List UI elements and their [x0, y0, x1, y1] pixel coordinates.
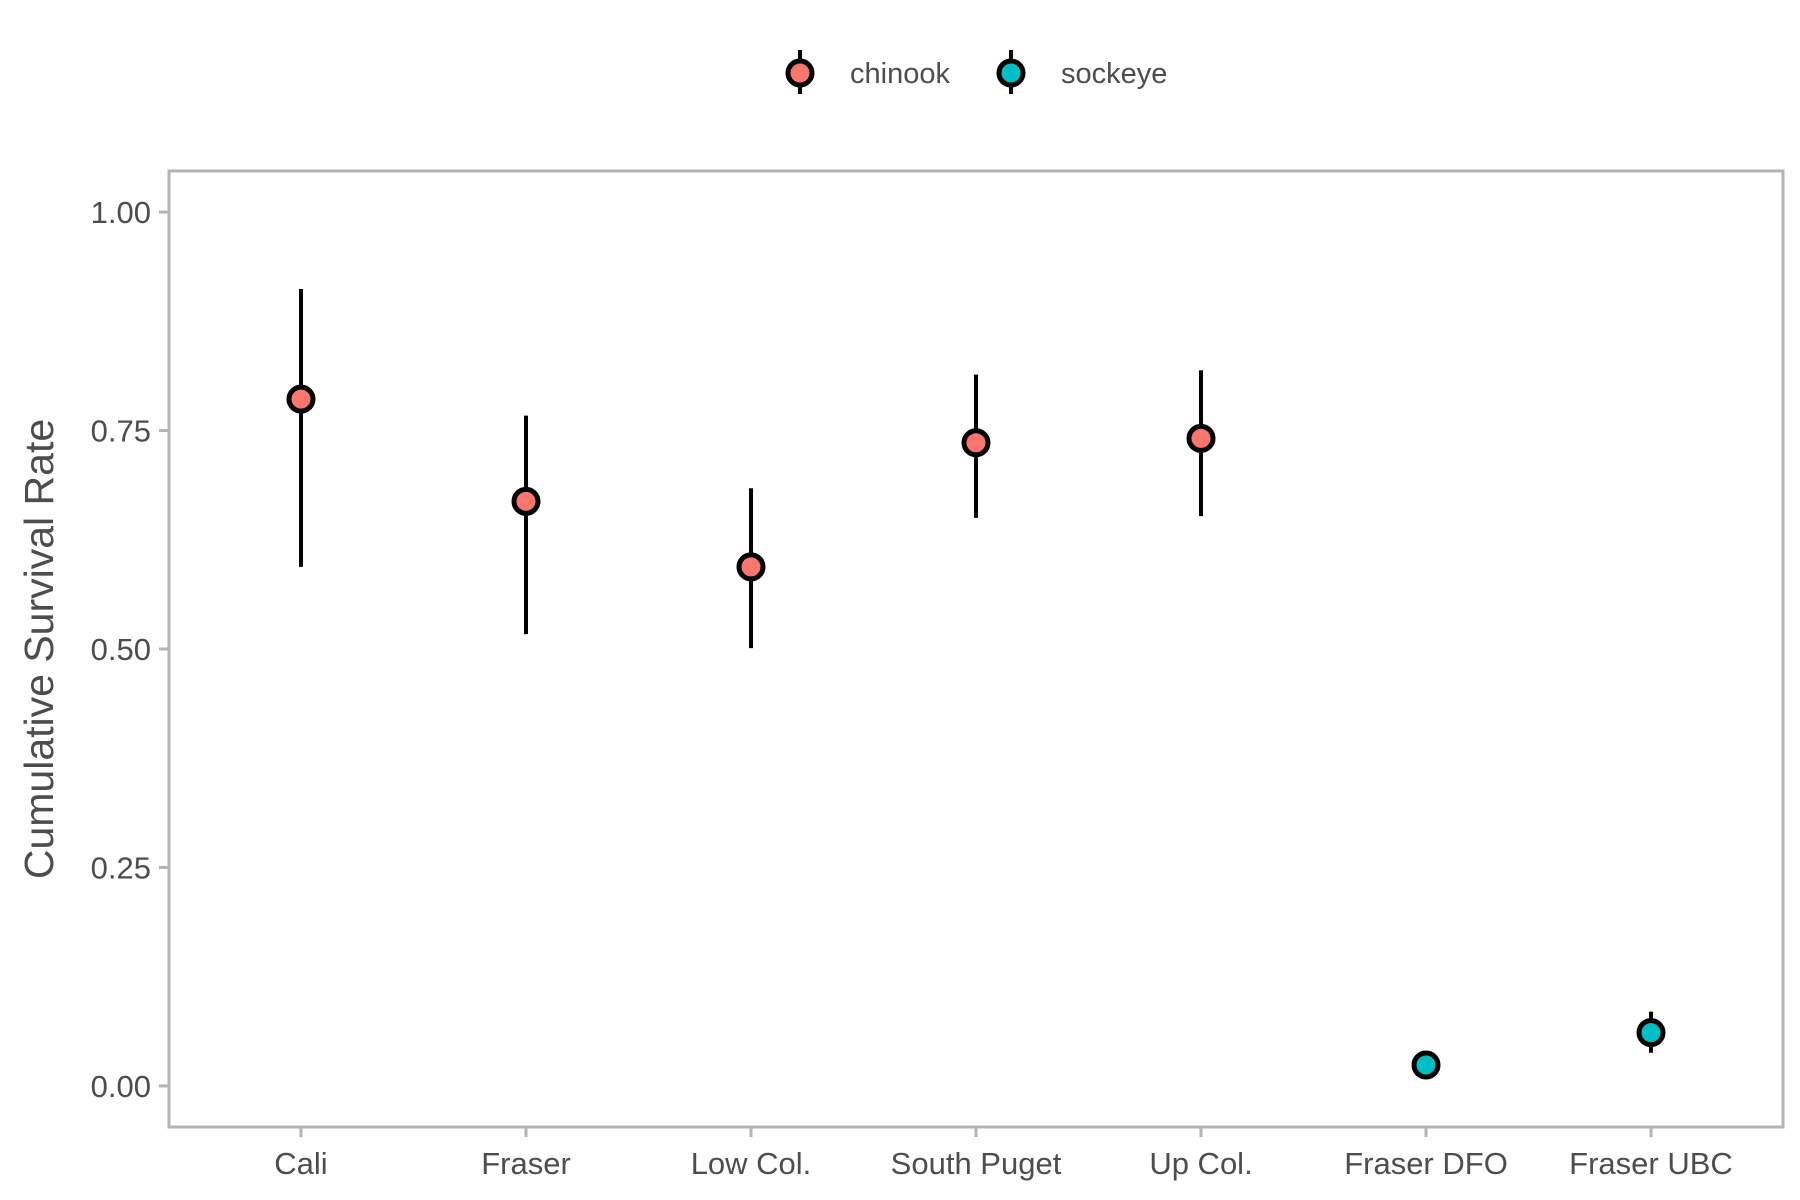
y-tick-label-1-00: 1.00	[91, 195, 151, 230]
point-sockeye-fraser-ubc	[1636, 1018, 1666, 1048]
legend: chinook sockeye	[785, 50, 1167, 94]
legend-label-sockeye: sockeye	[1061, 58, 1167, 90]
y-axis-title: Cumulative Survival Rate	[16, 419, 62, 879]
point-chinook-up-col	[1186, 423, 1216, 453]
x-tick-label-fraser: Fraser	[481, 1146, 571, 1181]
y-axis: 0.00 0.25 0.50 0.75 1.00	[91, 195, 169, 1104]
legend-item-chinook: chinook	[785, 50, 950, 94]
point-sockeye-fraser-dfo	[1411, 1050, 1441, 1080]
x-tick-label-south-puget: South Puget	[891, 1146, 1062, 1181]
x-tick-label-low-col: Low Col.	[691, 1146, 812, 1181]
legend-item-sockeye: sockeye	[996, 50, 1167, 94]
x-tick-label-fraser-dfo: Fraser DFO	[1344, 1146, 1508, 1181]
x-tick-label-fraser-ubc: Fraser UBC	[1569, 1146, 1733, 1181]
legend-label-chinook: chinook	[850, 58, 950, 90]
plot-panel-border	[167, 169, 1785, 1129]
legend-key-point-chinook	[785, 58, 815, 88]
y-tick-label-0-25: 0.25	[91, 850, 151, 885]
x-tick-label-up-col: Up Col.	[1149, 1146, 1252, 1181]
y-tick-label-0-75: 0.75	[91, 414, 151, 449]
x-axis: Cali Fraser Low Col. South Puget Up Col. Fras…	[274, 1127, 1733, 1181]
legend-key-point-sockeye	[996, 58, 1026, 88]
point-chinook-fraser	[511, 486, 541, 516]
y-tick-label-0-50: 0.50	[91, 632, 151, 667]
plot-marks	[286, 288, 1666, 1080]
point-chinook-cali	[286, 384, 316, 414]
x-tick-label-cali: Cali	[274, 1146, 327, 1181]
point-chinook-low-col	[736, 552, 766, 582]
y-tick-label-0-00: 0.00	[91, 1069, 151, 1104]
point-chinook-south-puget	[961, 428, 991, 458]
